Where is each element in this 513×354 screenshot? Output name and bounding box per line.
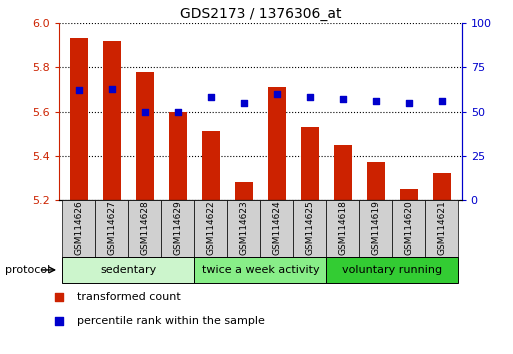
Bar — [169, 112, 187, 200]
Bar — [425, 200, 459, 257]
Text: GSM114629: GSM114629 — [173, 200, 182, 255]
Point — [306, 95, 314, 100]
Point — [372, 98, 380, 104]
Bar — [128, 200, 161, 257]
Text: GSM114618: GSM114618 — [339, 200, 347, 255]
Text: twice a week activity: twice a week activity — [202, 265, 319, 275]
Bar — [301, 127, 319, 200]
Point — [438, 98, 446, 104]
Text: transformed count: transformed count — [77, 292, 181, 302]
Point — [55, 295, 63, 300]
Bar — [103, 41, 121, 200]
Text: GSM114628: GSM114628 — [141, 200, 149, 255]
Text: GSM114619: GSM114619 — [371, 200, 380, 255]
Bar — [194, 257, 326, 283]
Bar — [161, 200, 194, 257]
Point — [75, 87, 83, 93]
Point — [339, 96, 347, 102]
Bar — [95, 200, 128, 257]
Bar — [367, 162, 385, 200]
Point — [207, 95, 215, 100]
Text: sedentary: sedentary — [100, 265, 156, 275]
Bar — [334, 145, 352, 200]
Point — [405, 100, 413, 105]
Point — [273, 91, 281, 97]
Bar — [227, 200, 261, 257]
Bar — [136, 72, 154, 200]
Text: protocol: protocol — [5, 265, 50, 275]
Bar — [400, 189, 418, 200]
Point — [108, 86, 116, 91]
Bar — [360, 200, 392, 257]
Bar — [202, 131, 220, 200]
Text: GSM114620: GSM114620 — [404, 200, 413, 255]
Text: voluntary running: voluntary running — [342, 265, 442, 275]
Bar — [261, 200, 293, 257]
Text: GSM114625: GSM114625 — [305, 200, 314, 255]
Bar — [70, 39, 88, 200]
Bar — [62, 257, 194, 283]
Text: GSM114627: GSM114627 — [107, 200, 116, 255]
Bar — [433, 173, 451, 200]
Bar — [293, 200, 326, 257]
Bar — [194, 200, 227, 257]
Text: GSM114626: GSM114626 — [74, 200, 83, 255]
Bar — [326, 257, 459, 283]
Point — [174, 109, 182, 114]
Text: GSM114622: GSM114622 — [206, 200, 215, 255]
Title: GDS2173 / 1376306_at: GDS2173 / 1376306_at — [180, 7, 341, 21]
Point — [240, 100, 248, 105]
Text: GSM114623: GSM114623 — [240, 200, 248, 255]
Point — [55, 318, 63, 324]
Text: percentile rank within the sample: percentile rank within the sample — [77, 316, 265, 326]
Bar — [326, 200, 360, 257]
Text: GSM114621: GSM114621 — [438, 200, 446, 255]
Bar — [392, 200, 425, 257]
Bar — [268, 87, 286, 200]
Bar — [235, 182, 253, 200]
Point — [141, 109, 149, 114]
Bar — [62, 200, 95, 257]
Text: GSM114624: GSM114624 — [272, 200, 281, 255]
